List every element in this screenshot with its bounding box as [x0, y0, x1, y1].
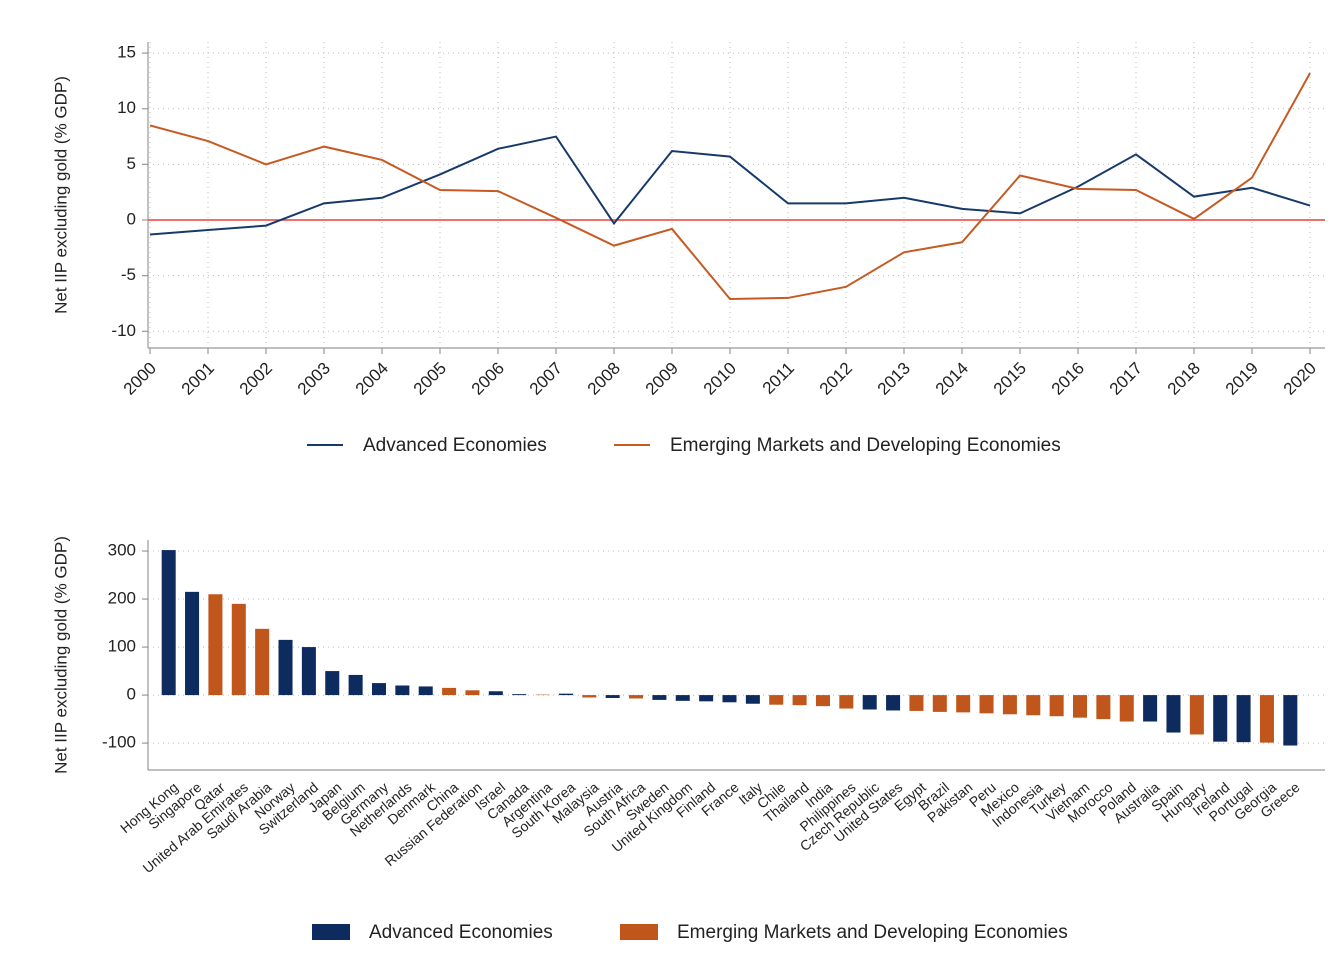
x-tick-label: 2016	[1048, 359, 1088, 399]
bar	[231, 603, 246, 696]
y-tick-label: 10	[117, 98, 136, 117]
x-tick-label: 2018	[1164, 359, 1204, 399]
bar	[558, 693, 573, 696]
bar	[1143, 695, 1158, 722]
y-tick-label: 15	[117, 43, 136, 62]
bar	[652, 695, 667, 700]
x-tick-label: 2004	[352, 359, 392, 399]
bar	[208, 594, 223, 696]
bar	[1283, 695, 1298, 746]
y-tick-label: 300	[108, 541, 136, 560]
x-tick-label: 2009	[642, 359, 682, 399]
y-axis-title: Net IIP excluding gold (% GDP)	[51, 536, 70, 774]
bar	[348, 674, 363, 696]
bar	[1096, 695, 1111, 720]
bar	[512, 694, 527, 696]
y-tick-label: 0	[127, 210, 136, 229]
y-tick-label: -5	[121, 265, 136, 284]
bar	[862, 695, 877, 710]
y-axis-title: Net IIP excluding gold (% GDP)	[51, 76, 70, 314]
x-tick-label: 2008	[584, 359, 624, 399]
x-tick-label: 2003	[294, 359, 334, 399]
bar	[769, 695, 784, 705]
x-tick-label: 2000	[120, 359, 160, 399]
legend-label: Emerging Markets and Developing Economie…	[670, 435, 1061, 456]
bar	[1166, 695, 1181, 733]
bar	[1259, 695, 1274, 743]
bar	[255, 628, 270, 696]
bar	[956, 695, 971, 713]
y-tick-label: -10	[111, 321, 136, 340]
bar	[1002, 695, 1017, 715]
bar	[839, 695, 854, 709]
bar	[185, 591, 200, 696]
bar	[395, 685, 410, 696]
bar	[371, 683, 386, 696]
bar	[1189, 695, 1204, 735]
bar	[1119, 695, 1134, 722]
bar	[815, 695, 830, 707]
x-tick-label: 2011	[759, 359, 798, 398]
bar	[745, 695, 760, 704]
bar	[278, 639, 293, 696]
bar	[1049, 695, 1064, 717]
legend-swatch	[620, 924, 658, 940]
x-tick-label: 2012	[816, 359, 856, 399]
x-tick-label: 2020	[1280, 359, 1320, 399]
bar	[605, 695, 620, 698]
x-tick-label: 2001	[178, 359, 218, 399]
bar	[979, 695, 994, 714]
y-tick-label: 100	[108, 637, 136, 656]
bar	[301, 647, 316, 696]
bar	[629, 695, 644, 699]
series-line	[149, 135, 1311, 236]
y-tick-label: 200	[108, 589, 136, 608]
legend-label: Emerging Markets and Developing Economie…	[677, 922, 1068, 943]
legend-swatch	[312, 924, 350, 940]
bar	[699, 695, 714, 702]
x-tick-label: 2013	[874, 359, 914, 399]
bar	[909, 695, 924, 711]
legend-label: Advanced Economies	[363, 435, 547, 456]
legend-label: Advanced Economies	[369, 922, 553, 943]
bar	[325, 671, 340, 696]
bar	[1236, 695, 1251, 743]
bar	[418, 686, 433, 696]
bar	[1213, 695, 1228, 742]
bar	[792, 695, 807, 706]
bar	[488, 691, 503, 696]
y-tick-label: -100	[102, 733, 136, 752]
bar	[886, 695, 901, 711]
bar	[1073, 695, 1088, 718]
bar	[1026, 695, 1041, 716]
x-tick-label: 2010	[700, 359, 740, 399]
x-tick-label: 2015	[990, 359, 1030, 399]
y-tick-label: 5	[127, 154, 136, 173]
bar	[161, 550, 176, 696]
x-tick-label: 2002	[236, 359, 276, 399]
y-tick-label: 0	[127, 685, 136, 704]
bar	[675, 695, 690, 701]
x-tick-label: 2019	[1222, 359, 1262, 399]
bar	[465, 690, 480, 696]
x-tick-label: 2005	[410, 359, 450, 399]
bar	[582, 695, 597, 698]
x-tick-label: 2014	[932, 359, 972, 399]
bar	[722, 695, 737, 703]
bar	[932, 695, 947, 712]
x-tick-label: 2017	[1106, 359, 1146, 399]
series-line	[149, 72, 1311, 301]
x-tick-label: 2006	[468, 359, 508, 399]
bar	[442, 687, 457, 696]
x-tick-label: 2007	[526, 359, 566, 399]
